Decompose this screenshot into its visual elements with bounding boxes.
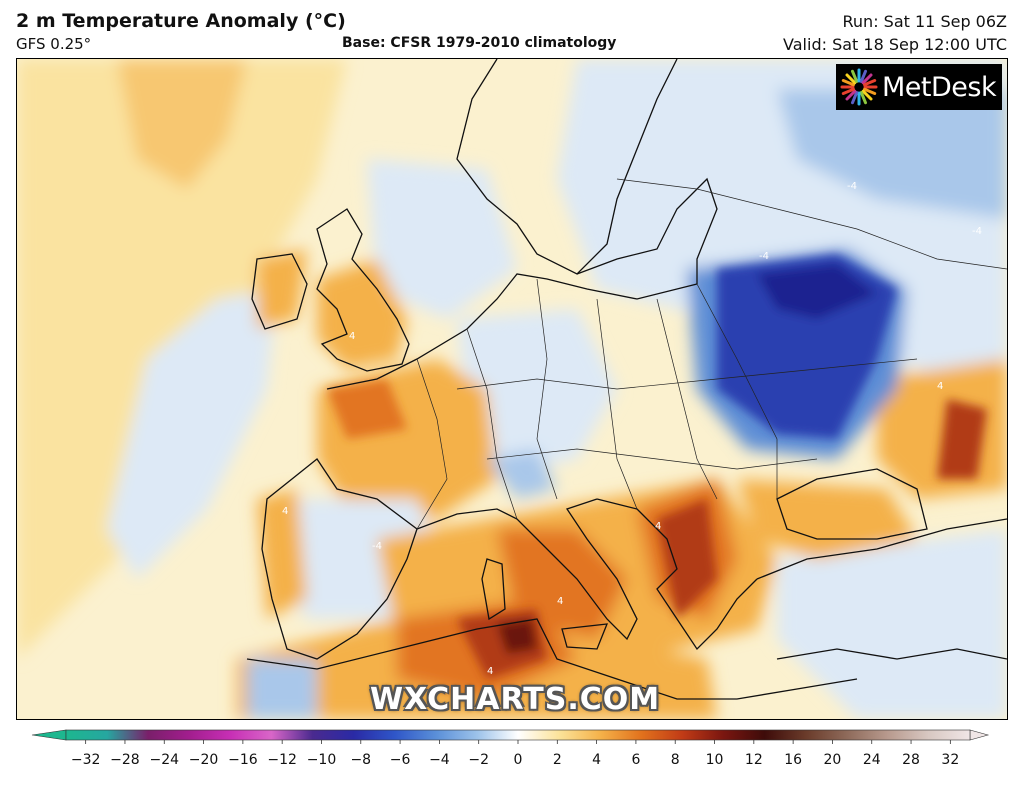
logo-ray [863,87,877,95]
logo-ray [851,69,859,83]
color-scale: −32 −28 −24 −20 −16 −12 −10 −8 −6 −4 −2 0 2 4 6 8 10 12 16… [30,728,992,780]
colorbar-tick-label: −16 [228,752,258,768]
logo-ray [851,91,859,105]
coastlines [246,59,1007,700]
colorbar-gradient [65,729,971,741]
contour-label: 4 [282,506,288,517]
colorbar-tick-label: 24 [863,752,881,768]
colorbar-tick-label: 12 [745,752,763,768]
colorbar-tick-label: −6 [390,752,411,768]
contour-label: 4 [487,666,493,677]
colorbar-tick-label: 32 [941,752,959,768]
logo-ray [845,89,857,101]
chart-title: 2 m Temperature Anomaly (°C) [16,10,346,32]
contour-label: 4 [937,381,943,392]
colorbar-tick-label: −24 [149,752,179,768]
colorbar-tick-label: −32 [71,752,101,768]
contour-label: -4 [759,251,769,262]
contour-labels: 4 -4 4 -4 4 4 -4 4 -4 4 [282,181,982,677]
colorbar-max-arrow [969,729,990,741]
logo-ray [845,73,857,85]
logo-ray [859,69,867,83]
colorbar-tick-label: −10 [307,752,337,768]
anomaly-field: 4 -4 4 -4 4 4 -4 4 -4 4 [17,59,1007,719]
starburst-icon [840,68,878,106]
logo-ray [841,79,855,87]
colorbar-tick-label: −8 [350,752,371,768]
colorbar-tick-label: −4 [429,752,450,768]
contour-label: 4 [655,521,661,532]
wxcharts-watermark: WXCHARTS.COM [370,682,661,717]
colorbar-tick-label: 2 [553,752,562,768]
contour-label: 4 [557,596,563,607]
colorbar-tick-label: 6 [631,752,640,768]
anomaly-map: 4 -4 4 -4 4 4 -4 4 -4 4 [16,58,1008,720]
base-climatology-label: Base: CFSR 1979-2010 climatology [342,35,617,51]
model-label: GFS 0.25° [16,35,92,53]
colorbar-tick-label: 10 [706,752,724,768]
colorbar-tick-label: 8 [671,752,680,768]
colorbar-tick-label: 20 [824,752,842,768]
logo-ray [861,89,873,101]
logo-ray [859,91,867,105]
colorbar-tick-label: −20 [189,752,219,768]
colorbar-tick-label: 16 [784,752,802,768]
contour-label: -4 [972,226,982,237]
colorbar-tick-label: 0 [514,752,523,768]
colorbar-tick-label: 28 [902,752,920,768]
anomaly-cores [327,254,987,679]
colorbar: −32 −28 −24 −20 −16 −12 −10 −8 −6 −4 −2 0 2 4 6 8 10 12 16… [31,729,990,768]
contour-label: 4 [349,331,355,342]
colorbar-tick-label: −28 [110,752,140,768]
logo-text: MetDesk [882,71,997,103]
run-time-label: Run: Sat 11 Sep 06Z [842,12,1007,31]
metdesk-logo: MetDesk [836,64,1002,110]
colorbar-tick-label: −12 [267,752,297,768]
contour-label: -4 [372,541,382,552]
logo-ray [863,79,877,87]
logo-ray [841,87,855,95]
colorbar-tick-label: 4 [592,752,601,768]
logo-ray [861,73,873,85]
contour-label: -4 [847,181,857,192]
colorbar-min-arrow [31,729,67,741]
colorbar-tick-label: −2 [468,752,489,768]
valid-time-label: Valid: Sat 18 Sep 12:00 UTC [783,35,1007,54]
country-borders [416,178,1007,530]
